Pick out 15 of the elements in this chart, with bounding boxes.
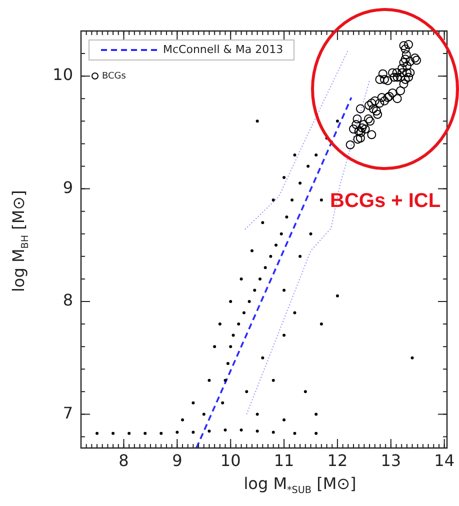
y-tick-label: 10: [52, 65, 73, 84]
x-tick-label: 8: [118, 450, 129, 470]
legend-label: McConnell & Ma 2013: [163, 42, 284, 56]
x-tick-label: 14: [434, 450, 455, 470]
x-tick-label: 12: [327, 450, 348, 470]
legend-label: BCGs: [102, 71, 126, 82]
y-tick-label: 7: [62, 403, 73, 422]
x-tick-label: 11: [274, 450, 294, 470]
x-tick-label: 10: [220, 450, 241, 470]
x-axis-title: log M$_{*SUB}$ [M⊙]: [242, 474, 358, 496]
y-tick-label: 9: [62, 178, 73, 197]
x-tick-label: 13: [380, 450, 402, 470]
y-tick-label: 8: [62, 290, 73, 310]
x-tick-label: 9: [172, 450, 182, 470]
annotation: BCGs + ICL: [330, 190, 441, 213]
